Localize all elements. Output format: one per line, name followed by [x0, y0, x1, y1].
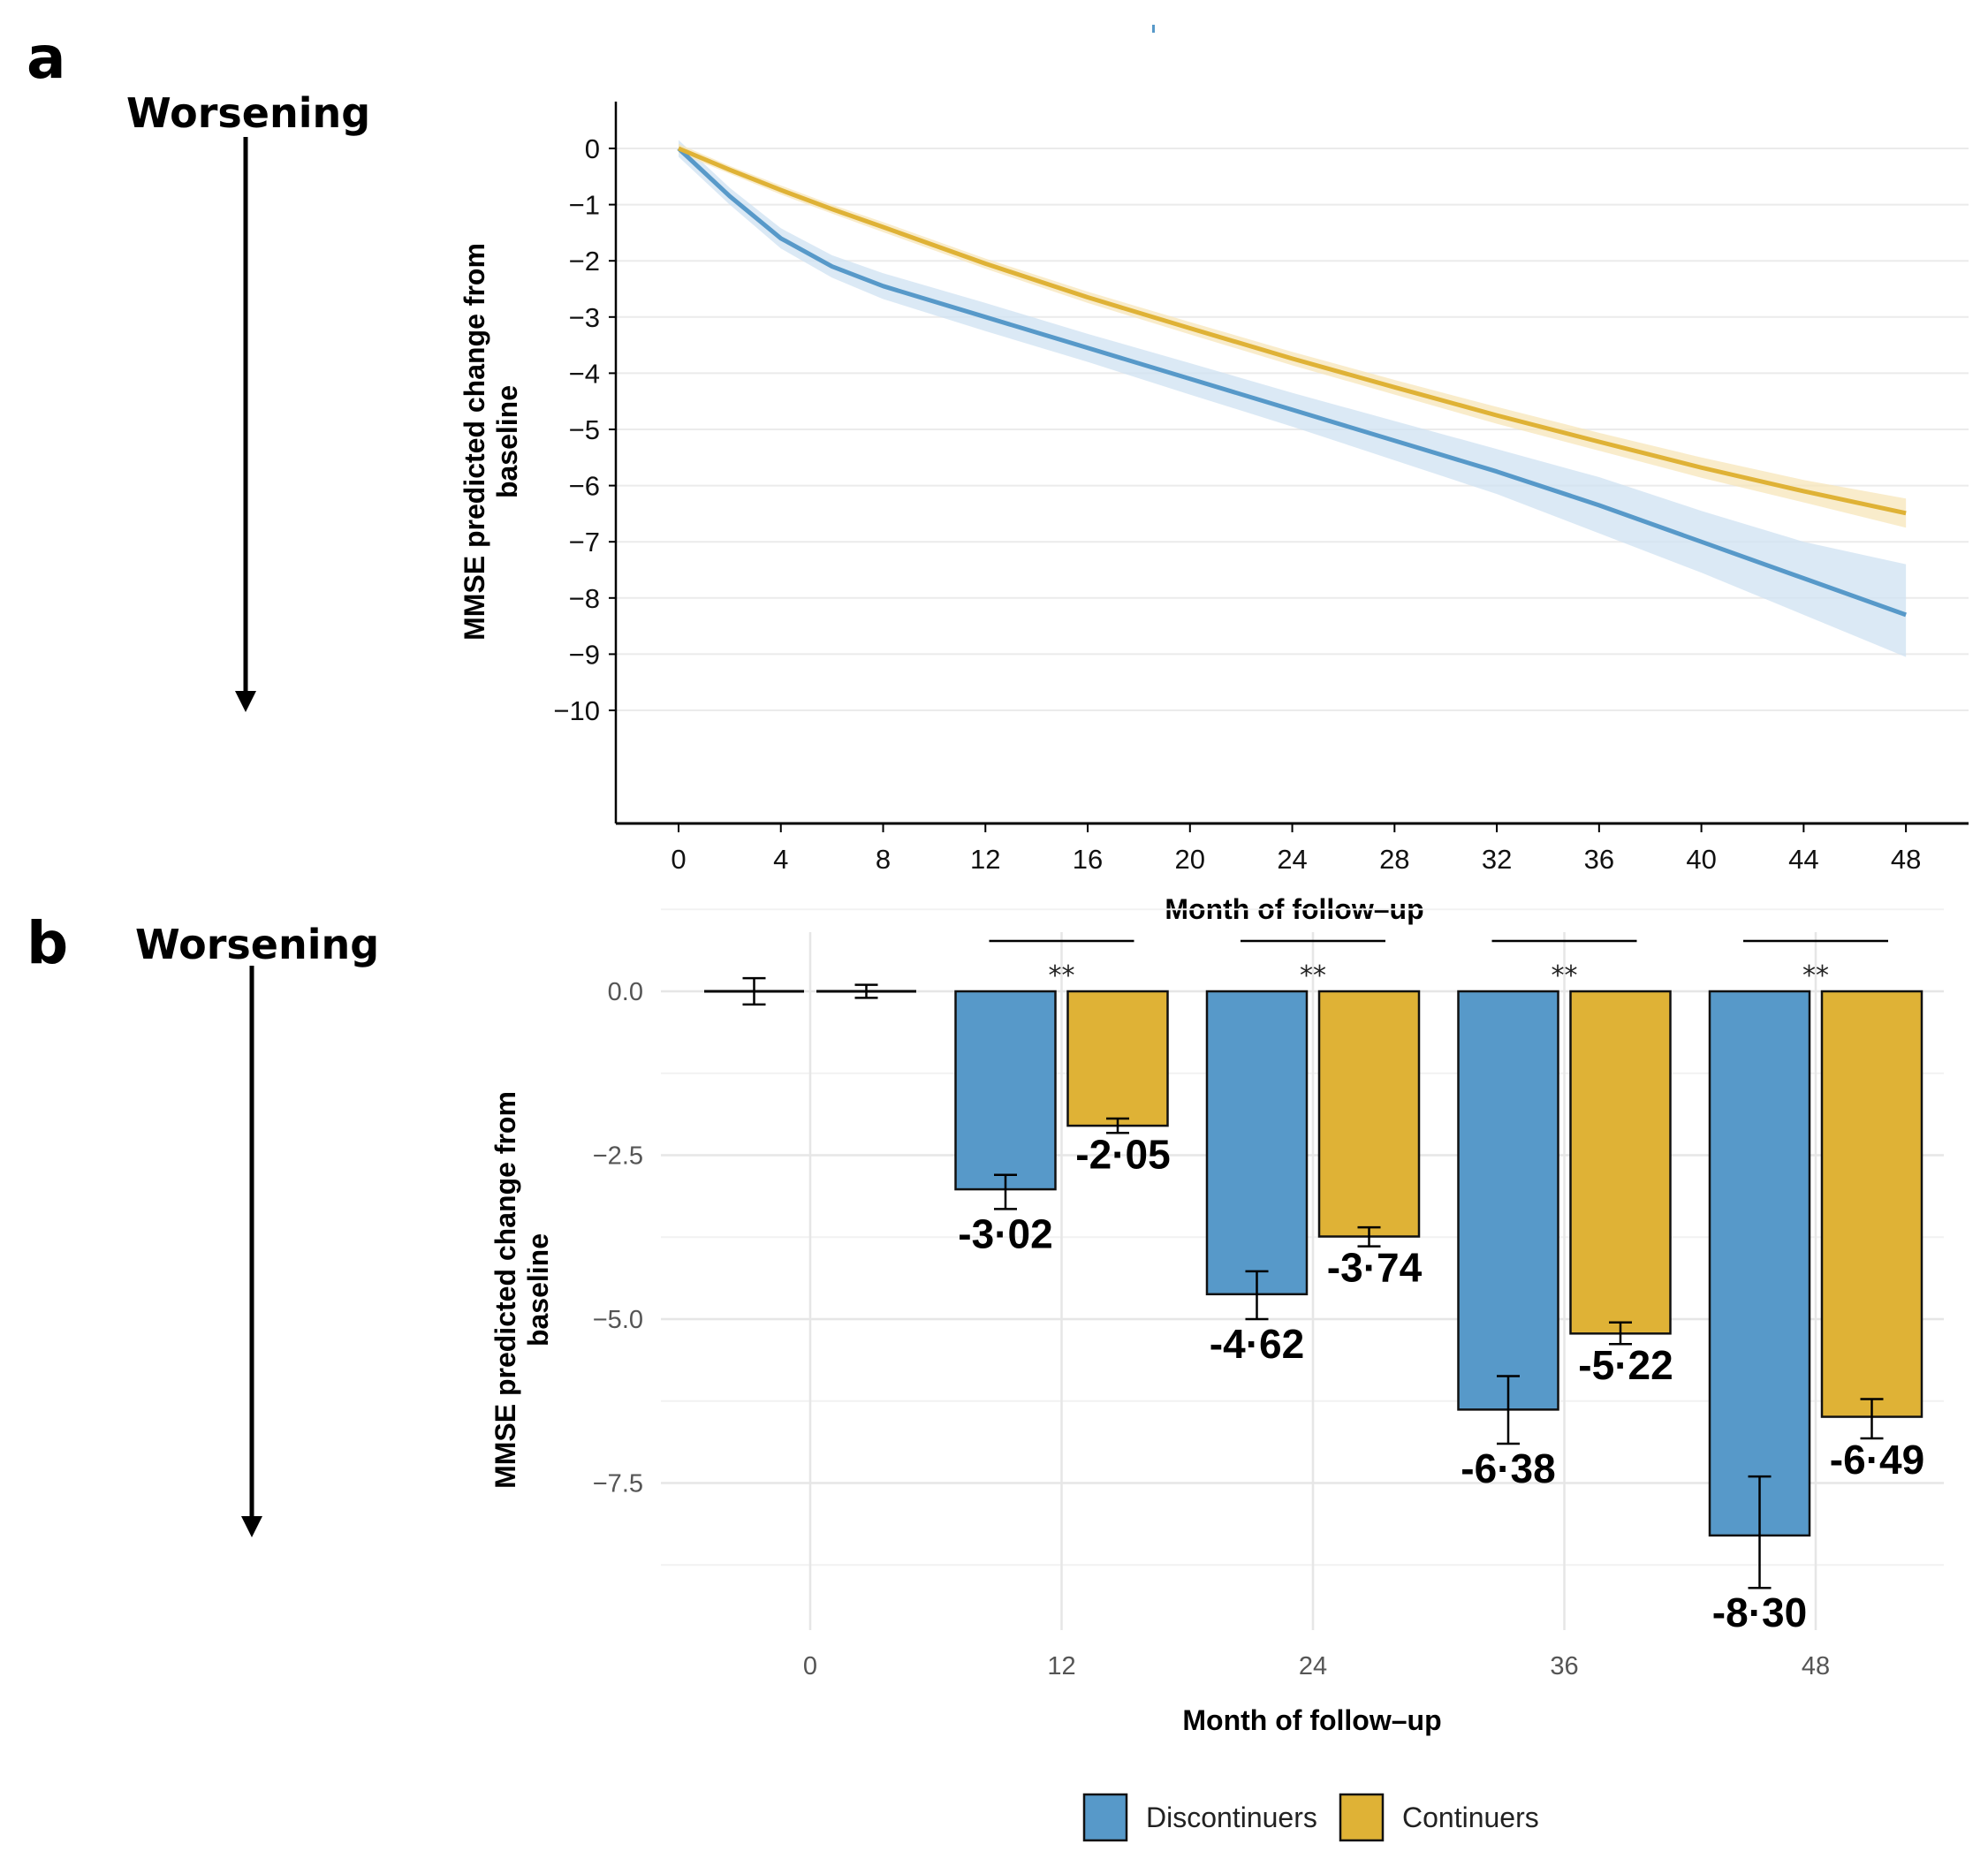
down-arrow-icon — [241, 966, 262, 1537]
b-y-tick-labels: 0.0 −2.5 −5.0 −7.5 — [593, 978, 643, 1498]
a-x-tick-label: 4 — [773, 844, 788, 875]
a-y-tick-label: −3 — [569, 302, 600, 333]
a-y-tick-label: −7 — [569, 527, 600, 558]
b-value-label: -3·74 — [1327, 1245, 1423, 1291]
b-bar-continuers — [1569, 990, 1672, 1335]
worsening-label-b: Worsening — [135, 921, 379, 968]
a-gridlines — [616, 148, 1969, 711]
a-y-tick-label: −9 — [569, 639, 600, 670]
b-x-tick-label: 48 — [1802, 1652, 1830, 1680]
a-y-tick-label: −5 — [569, 414, 600, 445]
panel-a-label: a — [27, 24, 66, 92]
a-line-continuers — [678, 146, 1907, 516]
a-y-tick-label: 0 — [585, 133, 600, 164]
legend-label-discontinuers: Discontinuers — [1146, 1802, 1317, 1833]
a-x-tick-label: 28 — [1379, 844, 1409, 875]
a-y-tick-label: −2 — [569, 246, 600, 277]
down-arrow-icon — [235, 137, 256, 712]
a-y-axis-title-line2: baseline — [491, 385, 523, 498]
b-bar-continuers — [1820, 990, 1924, 1418]
b-bar-discontinuers — [1457, 990, 1559, 1411]
b-significance-label: ** — [1300, 960, 1326, 991]
a-line-discontinuers — [677, 147, 1907, 618]
b-y-axis-title-line1: MMSE predicted change from — [489, 1091, 521, 1489]
b-x-tick-label: 0 — [803, 1652, 817, 1680]
b-value-label: -3·02 — [958, 1210, 1052, 1256]
b-value-label: -8·30 — [1712, 1589, 1807, 1635]
panel-a-line-chart: 0−1−2−3−4−5−6−7−8−9−10 0 4 8 12 16 20 24 28 32 36… — [459, 102, 1969, 925]
b-significance-label: ** — [1049, 960, 1075, 991]
b-value-label: -5·22 — [1578, 1342, 1673, 1388]
b-bar-continuers — [1317, 990, 1421, 1238]
a-series-lines — [677, 146, 1907, 618]
b-x-tick-labels: 0 12 24 36 48 — [803, 1652, 1830, 1680]
b-x-tick-label: 24 — [1299, 1652, 1327, 1680]
a-x-tick-label: 24 — [1277, 844, 1307, 875]
worsening-label-a: Worsening — [126, 89, 370, 137]
b-y-tick-label: 0.0 — [608, 978, 643, 1006]
b-error-bars — [742, 976, 1884, 1589]
b-bars — [704, 990, 1924, 1537]
a-x-tick-label: 36 — [1584, 844, 1614, 875]
b-x-tick-label: 36 — [1550, 1652, 1578, 1680]
a-y-tick-label: −1 — [569, 190, 600, 221]
b-value-label: -6·38 — [1461, 1445, 1555, 1491]
a-x-tick-label: 12 — [970, 844, 1000, 875]
legend-swatch-discontinuers — [1082, 1793, 1128, 1842]
panel-b-label: b — [27, 909, 68, 977]
b-value-labels: -3·02 -2·05 -4·62 -3·74 -6·38 -5·22 -8·30 -6·49 — [958, 1131, 1924, 1635]
a-y-tick-label: −6 — [569, 471, 600, 502]
b-value-label: -4·62 — [1210, 1321, 1304, 1367]
b-y-axis-title-line2: baseline — [522, 1233, 554, 1347]
a-y-tick-label: −10 — [553, 695, 600, 726]
b-y-tick-label: −7.5 — [593, 1470, 643, 1498]
b-significance-label: ** — [1552, 960, 1578, 991]
a-confidence-bands — [679, 140, 1907, 657]
b-bar-continuers — [1066, 990, 1169, 1127]
a-band-continuers — [679, 143, 1907, 528]
a-x-tick-label: 44 — [1788, 844, 1818, 875]
a-y-tick-label: −8 — [569, 583, 600, 614]
a-x-tick-label: 20 — [1175, 844, 1205, 875]
a-x-tick-label: 0 — [671, 844, 686, 875]
a-x-tick-label: 8 — [876, 844, 891, 875]
a-x-tick-label: 32 — [1482, 844, 1512, 875]
legend-swatch-continuers — [1339, 1793, 1385, 1842]
a-band-discontinuers — [679, 140, 1907, 657]
b-significance-markers: ** ** ** ** — [989, 939, 1888, 991]
legend: Discontinuers Continuers — [1082, 1793, 1539, 1842]
b-significance-label: ** — [1802, 960, 1829, 991]
a-y-tick-labels: 0 −1 −2 −3 −4 −5 −6 −7 −8 −9 −10 — [553, 133, 600, 726]
legend-label-continuers: Continuers — [1402, 1802, 1539, 1833]
a-x-tick-labels: 0 4 8 12 16 20 24 28 32 36 40 44 48 — [671, 844, 1921, 875]
artifact-mark — [1152, 25, 1155, 33]
b-bar-discontinuers — [1205, 990, 1309, 1296]
b-bar-discontinuers — [954, 990, 1057, 1191]
a-x-tick-label: 16 — [1073, 844, 1103, 875]
a-axes — [609, 102, 1969, 832]
b-value-label: -2·05 — [1075, 1131, 1170, 1177]
panel-b-bar-chart: -3·02 -2·05 -4·62 -3·74 -6·38 -5·22 -8·30 -6·49… — [489, 908, 1944, 1842]
a-y-tick-label: −4 — [569, 358, 600, 389]
a-x-tick-label: 40 — [1686, 844, 1716, 875]
a-y-axis-title-line1: MMSE predicted change from — [459, 243, 490, 641]
b-x-axis-title: Month of follow–up — [1182, 1704, 1441, 1736]
b-bar-discontinuers — [1708, 990, 1811, 1537]
b-value-label: -6·49 — [1830, 1437, 1924, 1483]
a-x-tick-label: 48 — [1891, 844, 1921, 875]
b-y-tick-label: −2.5 — [593, 1142, 643, 1171]
b-x-tick-label: 12 — [1047, 1652, 1075, 1680]
b-y-tick-label: −5.0 — [593, 1306, 643, 1334]
